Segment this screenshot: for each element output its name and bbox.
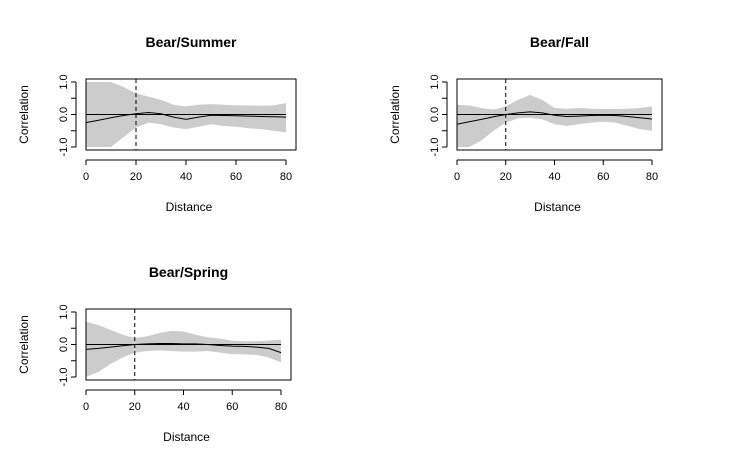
x-tick-label: 20 <box>129 401 141 413</box>
y-tick-label: 1.0 <box>58 304 70 319</box>
x-tick-label: 60 <box>230 171 242 183</box>
y-tick-label: 1.0 <box>429 74 441 89</box>
panel-title: Bear/Fall <box>530 34 589 50</box>
x-tick-label: 0 <box>83 171 89 183</box>
panel-bear-summer: 0 20 40 60 80 -1.0 0.0 1.0 Bear/Summer Distance Co… <box>17 34 297 214</box>
x-tick-label: 40 <box>548 171 560 183</box>
y-tick-label: 0.0 <box>429 107 441 122</box>
x-tick-label: 40 <box>180 171 192 183</box>
estimate-line <box>86 343 282 354</box>
y-tick-label: -1.0 <box>58 138 70 157</box>
panel-title: Bear/Summer <box>145 34 237 50</box>
y-axis-label: Correlation <box>388 85 402 144</box>
y-axis-label: Correlation <box>17 85 31 144</box>
confidence-band <box>86 321 281 377</box>
x-axis-label: Distance <box>534 200 581 214</box>
panel-bear-spring: 0 20 40 60 80 -1.0 0.0 1.0 Bear/Spring Distance Co… <box>17 264 292 444</box>
estimate-line <box>86 111 287 124</box>
confidence-band <box>457 95 652 147</box>
estimate-line <box>457 111 653 125</box>
y-tick-label: -1.0 <box>429 138 441 157</box>
x-tick-label: 60 <box>226 401 238 413</box>
y-tick-label: 0.0 <box>58 337 70 352</box>
x-tick-label: 80 <box>646 171 658 183</box>
x-tick-label: 0 <box>83 401 89 413</box>
x-tick-label: 20 <box>130 171 142 183</box>
x-tick-label: 60 <box>597 171 609 183</box>
x-axis-label: Distance <box>163 430 210 444</box>
x-tick-label: 0 <box>454 171 460 183</box>
x-tick-label: 80 <box>280 171 292 183</box>
y-tick-label: -1.0 <box>58 368 70 387</box>
y-tick-label: 1.0 <box>58 74 70 89</box>
x-tick-label: 80 <box>275 401 287 413</box>
plot-frame <box>456 78 663 151</box>
x-tick-label: 40 <box>177 401 189 413</box>
y-axis-label: Correlation <box>17 315 31 374</box>
y-tick-label: 0.0 <box>58 107 70 122</box>
x-tick-label: 20 <box>500 171 512 183</box>
plot-frame <box>85 308 292 381</box>
panel-title: Bear/Spring <box>149 264 228 280</box>
plot-frame <box>85 78 297 151</box>
x-axis-label: Distance <box>166 200 213 214</box>
panel-bear-fall: 0 20 40 60 80 -1.0 0.0 1.0 Bear/Fall Distance Corr… <box>388 34 663 214</box>
